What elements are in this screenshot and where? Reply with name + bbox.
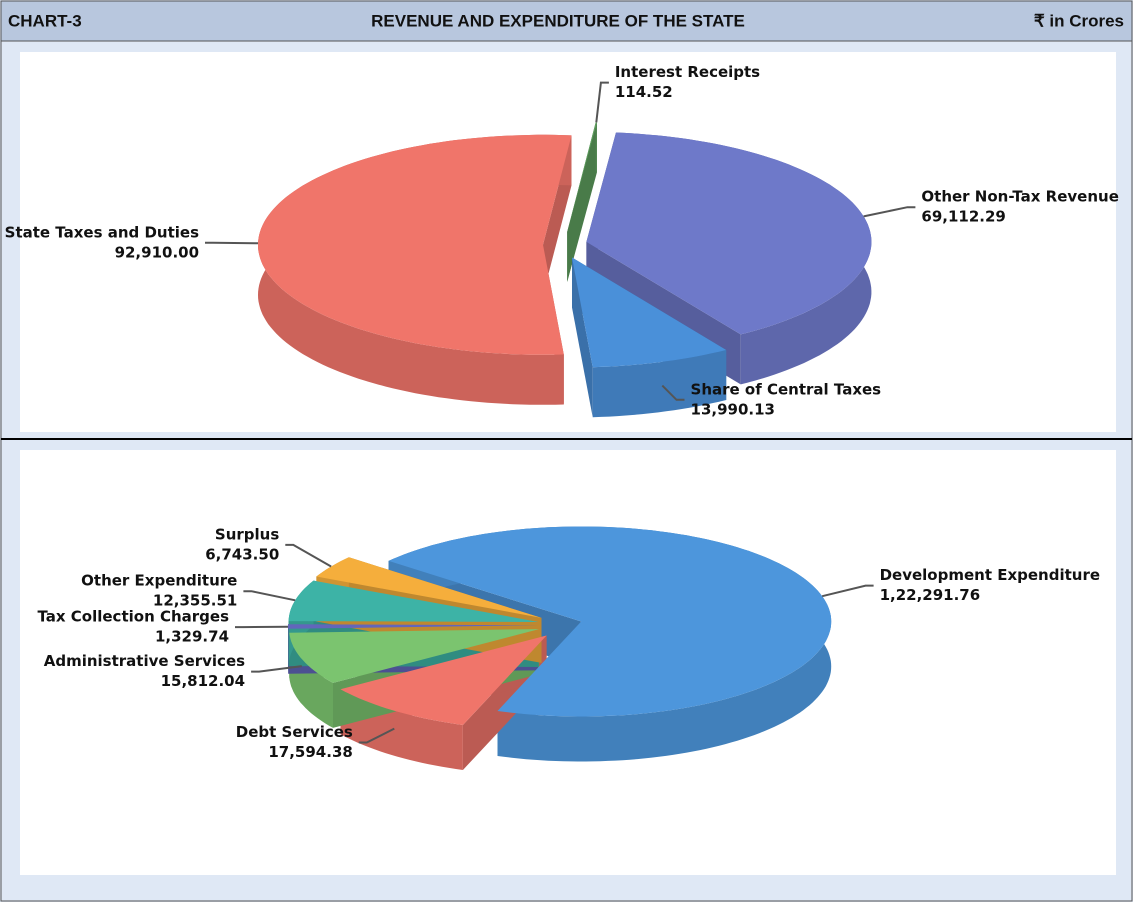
data-label-name: Administrative Services <box>44 652 245 670</box>
data-label-value: 15,812.04 <box>161 672 245 690</box>
data-label-name: Interest Receipts <box>615 63 760 81</box>
data-label-name: Share of Central Taxes <box>691 380 882 398</box>
data-label-value: 114.52 <box>615 83 673 101</box>
data-label-value: 1,329.74 <box>155 628 229 646</box>
data-label-name: State Taxes and Duties <box>5 223 199 241</box>
data-label-value: 17,594.38 <box>268 743 352 761</box>
data-label-value: 92,910.00 <box>115 243 199 261</box>
chart-title: REVENUE AND EXPENDITURE OF THE STATE <box>371 11 745 30</box>
data-label-name: Tax Collection Charges <box>37 608 229 626</box>
slice-side <box>596 122 597 172</box>
data-label-name: Surplus <box>215 525 279 543</box>
data-label-name: Other Non-Tax Revenue <box>921 188 1118 206</box>
data-label-value: 6,743.50 <box>205 545 279 563</box>
chart-number: CHART-3 <box>8 11 82 30</box>
unit-label: ₹ in Crores <box>1034 11 1124 30</box>
data-label-name: Development Expenditure <box>880 566 1100 584</box>
data-label-name: Debt Services <box>236 723 353 741</box>
data-label-name: Other Expenditure <box>81 572 237 590</box>
data-label-value: 1,22,291.76 <box>880 586 981 604</box>
leader-line <box>205 243 258 244</box>
data-label-value: 12,355.51 <box>153 592 237 610</box>
data-label-value: 69,112.29 <box>921 208 1005 226</box>
data-label-value: 13,990.13 <box>691 400 775 418</box>
